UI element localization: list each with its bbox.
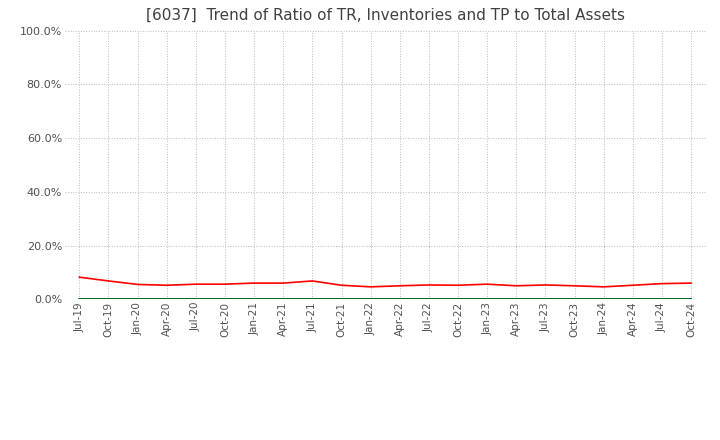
Trade Payables <box>308 297 317 302</box>
Trade Payables <box>220 297 229 302</box>
Trade Receivables <box>541 282 550 288</box>
Trade Payables <box>454 297 462 302</box>
Inventories <box>454 297 462 302</box>
Trade Receivables <box>570 283 579 289</box>
Trade Receivables <box>104 279 113 284</box>
Trade Receivables <box>425 282 433 288</box>
Trade Payables <box>483 297 492 302</box>
Trade Payables <box>599 297 608 302</box>
Inventories <box>425 297 433 302</box>
Title: [6037]  Trend of Ratio of TR, Inventories and TP to Total Assets: [6037] Trend of Ratio of TR, Inventories… <box>145 7 625 23</box>
Trade Receivables <box>395 283 404 289</box>
Trade Payables <box>629 297 637 302</box>
Trade Receivables <box>220 282 229 287</box>
Inventories <box>570 297 579 302</box>
Inventories <box>163 297 171 302</box>
Trade Receivables <box>454 282 462 288</box>
Trade Payables <box>163 297 171 302</box>
Trade Receivables <box>629 282 637 288</box>
Inventories <box>687 297 696 302</box>
Inventories <box>366 297 375 302</box>
Inventories <box>512 297 521 302</box>
Trade Payables <box>133 297 142 302</box>
Trade Payables <box>570 297 579 302</box>
Inventories <box>657 297 666 302</box>
Trade Receivables <box>599 284 608 290</box>
Trade Payables <box>104 297 113 302</box>
Inventories <box>133 297 142 302</box>
Inventories <box>250 297 258 302</box>
Trade Receivables <box>75 275 84 280</box>
Trade Payables <box>366 297 375 302</box>
Trade Receivables <box>163 282 171 288</box>
Trade Receivables <box>308 279 317 284</box>
Trade Payables <box>395 297 404 302</box>
Inventories <box>337 297 346 302</box>
Trade Receivables <box>687 280 696 286</box>
Trade Receivables <box>657 281 666 286</box>
Inventories <box>629 297 637 302</box>
Inventories <box>483 297 492 302</box>
Inventories <box>279 297 287 302</box>
Trade Receivables <box>366 284 375 290</box>
Trade Receivables <box>279 280 287 286</box>
Trade Payables <box>657 297 666 302</box>
Trade Payables <box>279 297 287 302</box>
Trade Receivables <box>337 282 346 288</box>
Trade Payables <box>687 297 696 302</box>
Trade Payables <box>425 297 433 302</box>
Trade Receivables <box>512 283 521 289</box>
Inventories <box>75 297 84 302</box>
Inventories <box>599 297 608 302</box>
Trade Receivables <box>133 282 142 287</box>
Inventories <box>541 297 550 302</box>
Trade Payables <box>192 297 200 302</box>
Line: Trade Receivables: Trade Receivables <box>79 277 691 287</box>
Trade Receivables <box>483 282 492 287</box>
Inventories <box>395 297 404 302</box>
Trade Payables <box>512 297 521 302</box>
Trade Receivables <box>250 280 258 286</box>
Trade Payables <box>541 297 550 302</box>
Inventories <box>192 297 200 302</box>
Inventories <box>220 297 229 302</box>
Trade Receivables <box>192 282 200 287</box>
Inventories <box>308 297 317 302</box>
Inventories <box>104 297 113 302</box>
Trade Payables <box>250 297 258 302</box>
Trade Payables <box>337 297 346 302</box>
Trade Payables <box>75 297 84 302</box>
